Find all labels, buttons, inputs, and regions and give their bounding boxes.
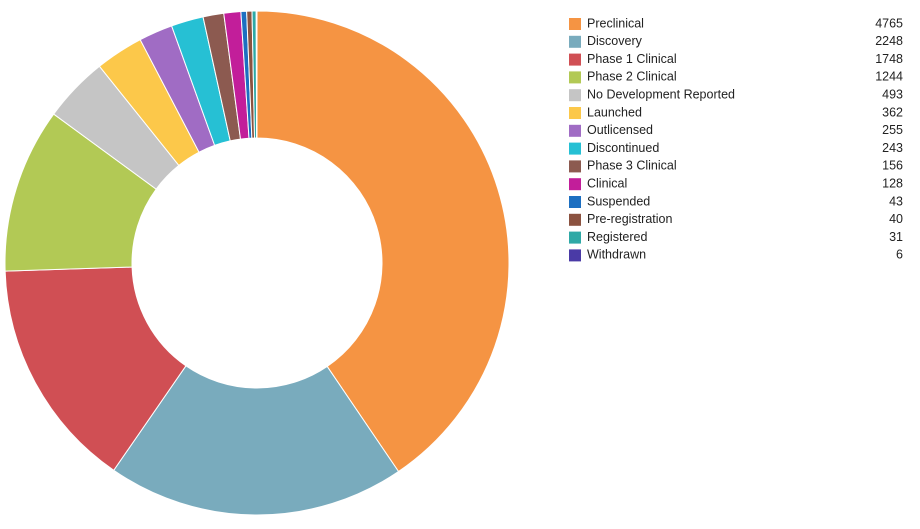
- legend-value: 1748: [875, 52, 903, 66]
- legend-label: Preclinical: [587, 16, 644, 30]
- donut-slice: [4, 266, 187, 472]
- legend-label: Discovery: [587, 34, 643, 48]
- legend-value: 31: [889, 230, 903, 244]
- legend-value: 6: [896, 248, 903, 262]
- legend-swatch: [569, 18, 581, 30]
- legend-label: Phase 3 Clinical: [587, 159, 677, 173]
- legend-value: 156: [882, 159, 903, 173]
- legend-label: Clinical: [587, 176, 627, 190]
- donut-slice: [256, 10, 510, 473]
- legend-swatch: [569, 213, 581, 226]
- legend-label: Registered: [587, 230, 647, 244]
- legend-swatch: [569, 124, 581, 137]
- legend-value: 362: [882, 105, 903, 119]
- legend-value: 43: [889, 194, 903, 208]
- legend-value: 2248: [875, 34, 903, 48]
- legend-value: 255: [882, 123, 903, 137]
- legend-label: Withdrawn: [587, 248, 646, 262]
- legend-label: No Development Reported: [587, 87, 735, 101]
- legend-swatch: [569, 196, 581, 208]
- legend-swatch: [569, 35, 581, 48]
- donut-slice: [113, 365, 400, 516]
- legend-label: Phase 1 Clinical: [587, 52, 677, 66]
- legend-label: Suspended: [587, 194, 650, 208]
- legend-value: 4765: [875, 16, 903, 30]
- legend-value: 128: [882, 176, 903, 190]
- legend-label: Discontinued: [587, 141, 659, 155]
- legend-label: Phase 2 Clinical: [587, 70, 677, 84]
- legend-value: 243: [882, 141, 903, 155]
- legend-swatch: [569, 107, 581, 119]
- legend-value: 40: [889, 212, 903, 226]
- legend-label: Pre-registration: [587, 212, 672, 226]
- legend-swatch: [569, 231, 581, 244]
- legend-value: 1244: [875, 70, 903, 84]
- legend-label: Launched: [587, 105, 642, 119]
- legend-label: Outlicensed: [587, 123, 653, 137]
- legend-swatch: [569, 142, 581, 155]
- legend-swatch: [569, 53, 581, 66]
- donut-slice: [255, 10, 258, 139]
- legend-swatch: [569, 71, 581, 84]
- legend-swatch: [569, 249, 581, 262]
- legend-value: 493: [882, 87, 903, 101]
- legend-swatch: [569, 89, 581, 102]
- legend-swatch: [569, 160, 581, 173]
- legend-swatch: [569, 178, 581, 191]
